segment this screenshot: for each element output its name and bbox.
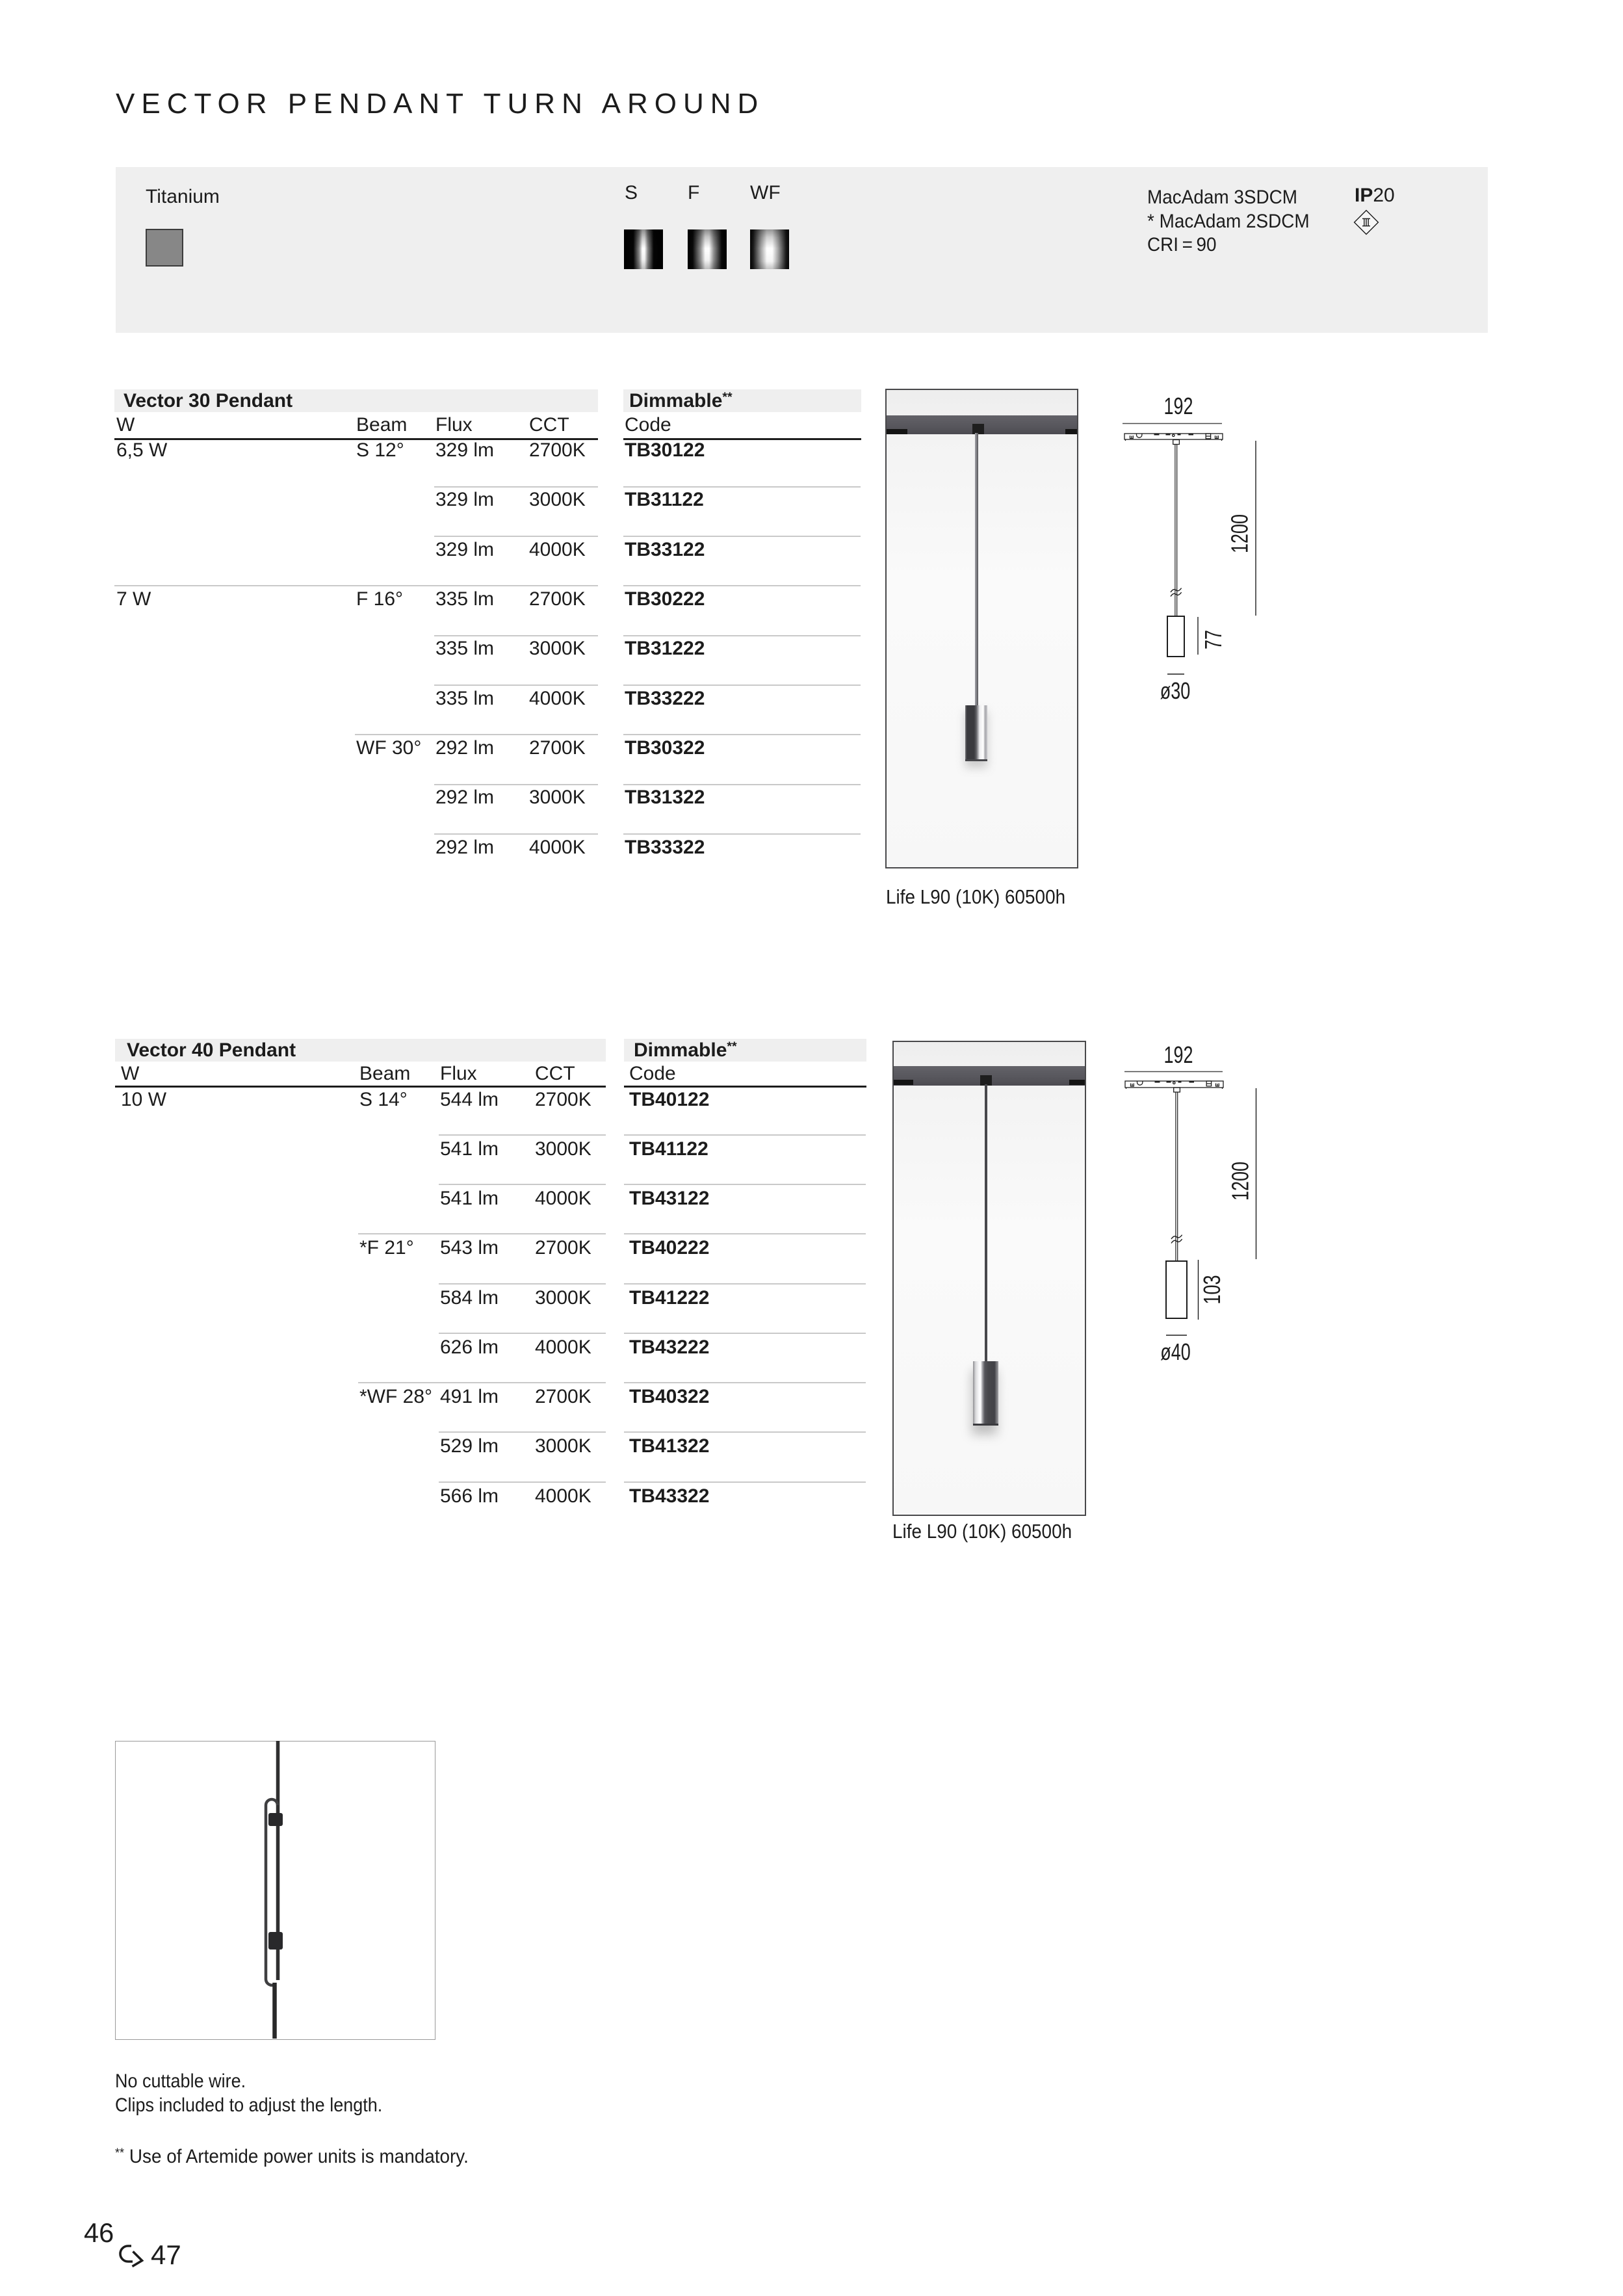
svg-text:1200: 1200	[1227, 514, 1253, 553]
svg-text:192: 192	[1163, 1041, 1193, 1068]
svg-text:ø30: ø30	[1160, 677, 1190, 704]
svg-text:103: 103	[1199, 1275, 1225, 1304]
svg-text:77: 77	[1200, 630, 1227, 649]
svg-text:ø40: ø40	[1160, 1338, 1190, 1365]
svg-text:1200: 1200	[1227, 1162, 1254, 1201]
svg-text:192: 192	[1163, 393, 1193, 419]
